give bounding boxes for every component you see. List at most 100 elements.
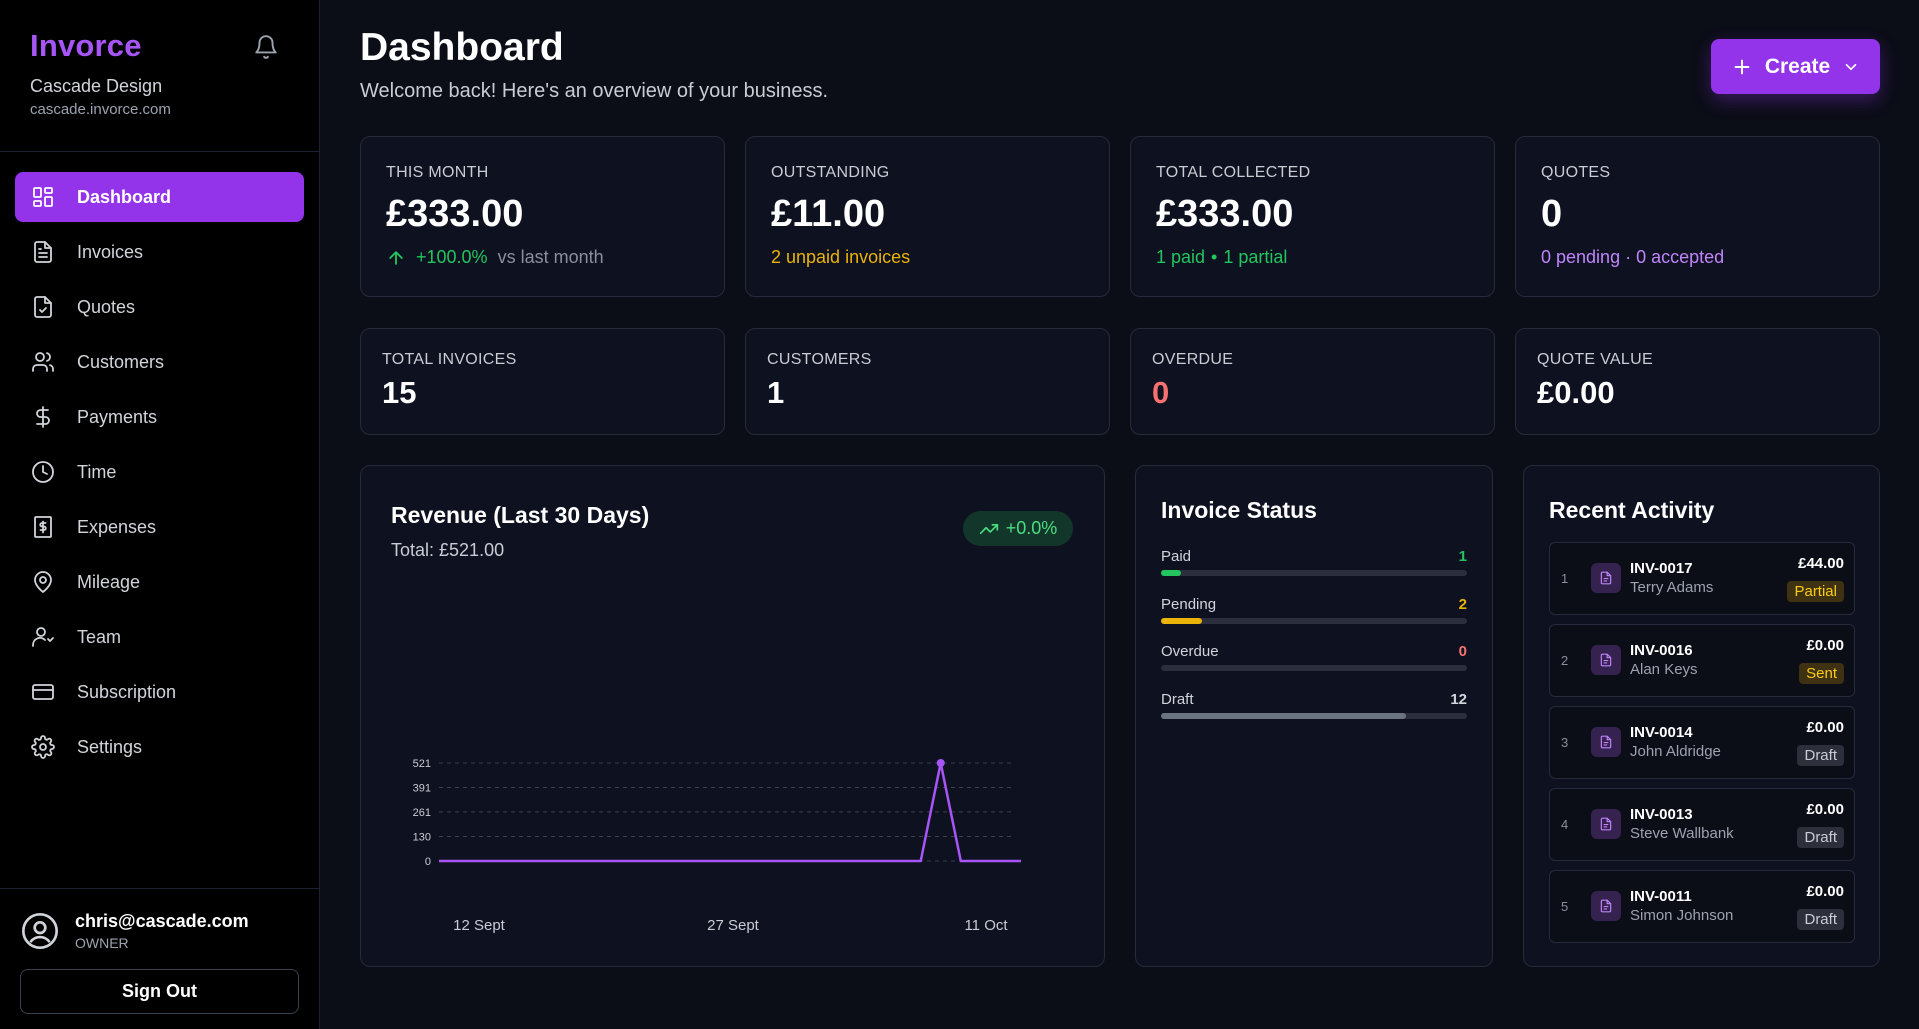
sidebar-item-label: Mileage	[77, 571, 141, 592]
stat-sub: 2 unpaid invoices	[771, 247, 911, 267]
arrow-up-icon	[389, 250, 403, 265]
dollar-icon	[31, 405, 55, 429]
status-badge: Draft	[1797, 909, 1844, 930]
recent-activity-card: Recent Activity 1 INV-0017 Terry Adams £44.…	[1523, 465, 1880, 967]
sidebar-item-invoices[interactable]: Invoices	[15, 227, 304, 277]
y-tick-label: 130	[413, 832, 431, 844]
stat-card-total-invoices[interactable]: TOTAL INVOICES 15	[360, 328, 725, 435]
status-badge: Draft	[1797, 827, 1844, 848]
sidebar: Invorce Cascade Design cascade.invorce.c…	[0, 0, 320, 1029]
activity-item[interactable]: 1 INV-0017 Terry Adams £44.00 Partial	[1549, 542, 1855, 615]
company-name: Cascade Design	[30, 76, 163, 96]
x-tick-label: 27 Sept	[707, 917, 760, 934]
x-tick-label: 12 Sept	[453, 917, 506, 934]
status-label: Overdue	[1161, 643, 1219, 660]
x-tick-label: 11 Oct	[964, 917, 1008, 934]
invoice-number: INV-0017	[1630, 560, 1693, 577]
bell-icon[interactable]	[253, 34, 279, 60]
activity-item[interactable]: 2 INV-0016 Alan Keys £0.00 Sent	[1549, 624, 1855, 697]
sidebar-item-payments[interactable]: Payments	[15, 392, 304, 442]
sidebar-item-dashboard[interactable]: Dashboard	[15, 172, 304, 222]
status-label: Draft	[1161, 691, 1194, 708]
sidebar-item-quotes[interactable]: Quotes	[15, 282, 304, 332]
sidebar-item-team[interactable]: Team	[15, 612, 304, 662]
sign-out-button[interactable]: Sign Out	[20, 969, 299, 1014]
stat-value: 15	[382, 375, 417, 410]
invoice-amount: £0.00	[1806, 883, 1844, 900]
activity-item[interactable]: 5 INV-0011 Simon Johnson £0.00 Draft	[1549, 870, 1855, 943]
status-badge: Partial	[1787, 581, 1844, 602]
stat-card-overdue[interactable]: OVERDUE 0	[1130, 328, 1495, 435]
receipt-icon	[31, 515, 55, 539]
status-progress-fill	[1161, 618, 1202, 624]
stat-label: QUOTES	[1541, 164, 1611, 181]
plus-icon	[1734, 59, 1750, 74]
map-pin-icon	[31, 570, 55, 594]
status-progress-track	[1161, 570, 1467, 576]
company-domain: cascade.invorce.com	[30, 101, 171, 118]
brand-logo[interactable]: Invorce	[30, 28, 142, 63]
invoice-status-title: Invoice Status	[1161, 497, 1317, 523]
revenue-series-line	[439, 761, 1021, 863]
stat-value: £333.00	[1156, 193, 1294, 235]
avatar-icon	[20, 911, 60, 951]
sidebar-item-subscription[interactable]: Subscription	[15, 667, 304, 717]
stat-label: OUTSTANDING	[771, 164, 890, 181]
sidebar-nav: Dashboard Invoices Quotes Customers Paym…	[0, 152, 319, 797]
trend-value: +0.0%	[1005, 518, 1058, 538]
credit-card-icon	[31, 680, 55, 704]
stat-card-outstanding[interactable]: OUTSTANDING £11.00 2 unpaid invoices	[745, 136, 1110, 297]
separator-dot: •	[1211, 247, 1218, 267]
sidebar-item-mileage[interactable]: Mileage	[15, 557, 304, 607]
stat-card-quotes[interactable]: QUOTES 0 0 pending · 0 accepted	[1515, 136, 1880, 297]
status-count: 2	[1458, 596, 1467, 613]
activity-item[interactable]: 3 INV-0014 John Aldridge £0.00 Draft	[1549, 706, 1855, 779]
revenue-chart-card: Revenue (Last 30 Days) Total: £521.00 +0…	[360, 465, 1105, 967]
stat-card-this-month[interactable]: THIS MONTH £333.00 +100.0% vs last month	[360, 136, 725, 297]
invoice-number: INV-0011	[1630, 888, 1692, 905]
invoice-number: INV-0013	[1630, 806, 1693, 823]
change-percent: +100.0%	[416, 247, 488, 267]
sidebar-item-time[interactable]: Time	[15, 447, 304, 497]
stat-sub: 1 paid • 1 partial	[1156, 247, 1287, 268]
invoice-amount: £0.00	[1806, 719, 1844, 736]
revenue-total: Total: £521.00	[391, 540, 505, 560]
activity-index: 5	[1561, 899, 1569, 914]
brand-block: Invorce Cascade Design cascade.invorce.c…	[0, 0, 319, 152]
status-count: 0	[1458, 643, 1467, 660]
main-content: Dashboard Welcome back! Here's an overvi…	[320, 0, 1919, 1029]
invoice-amount: £0.00	[1806, 637, 1844, 654]
user-block: chris@cascade.com OWNER Sign Out	[0, 888, 320, 1029]
sidebar-item-customers[interactable]: Customers	[15, 337, 304, 387]
stat-card-total-collected[interactable]: TOTAL COLLECTED £333.00 1 paid • 1 parti…	[1130, 136, 1495, 297]
sidebar-item-label: Time	[77, 461, 117, 482]
sidebar-item-label: Invoices	[77, 241, 144, 262]
create-button[interactable]: Create	[1711, 39, 1880, 94]
status-label: Pending	[1161, 596, 1217, 613]
sidebar-item-settings[interactable]: Settings	[15, 722, 304, 772]
activity-index: 3	[1561, 735, 1569, 750]
data-point[interactable]	[936, 759, 945, 767]
gear-icon	[31, 735, 55, 759]
stat-label: QUOTE VALUE	[1537, 351, 1653, 368]
stat-value: £11.00	[771, 193, 886, 235]
customer-name: Terry Adams	[1630, 579, 1714, 596]
stat-label: TOTAL INVOICES	[382, 351, 517, 368]
users-icon	[31, 350, 55, 374]
status-badge: Draft	[1797, 745, 1844, 766]
stat-label: CUSTOMERS	[767, 351, 872, 368]
page-subtitle: Welcome back! Here's an overview of your…	[360, 80, 829, 102]
stat-card-quote-value[interactable]: QUOTE VALUE £0.00	[1515, 328, 1880, 435]
file-icon	[1591, 809, 1621, 839]
activity-index: 4	[1561, 817, 1569, 832]
customer-name: Simon Johnson	[1630, 907, 1734, 924]
status-count: 12	[1450, 691, 1467, 708]
stat-card-customers[interactable]: CUSTOMERS 1	[745, 328, 1110, 435]
sidebar-item-expenses[interactable]: Expenses	[15, 502, 304, 552]
user-profile[interactable]: chris@cascade.com OWNER	[20, 911, 300, 951]
stat-value: 1	[767, 375, 785, 410]
clock-icon	[31, 460, 55, 484]
stat-sub: 0 pending · 0 accepted	[1541, 247, 1725, 267]
invoice-status-card: Invoice Status Paid 1 Pending 2 Overdue 0 Draf…	[1135, 465, 1493, 967]
activity-item[interactable]: 4 INV-0013 Steve Wallbank £0.00 Draft	[1549, 788, 1855, 861]
